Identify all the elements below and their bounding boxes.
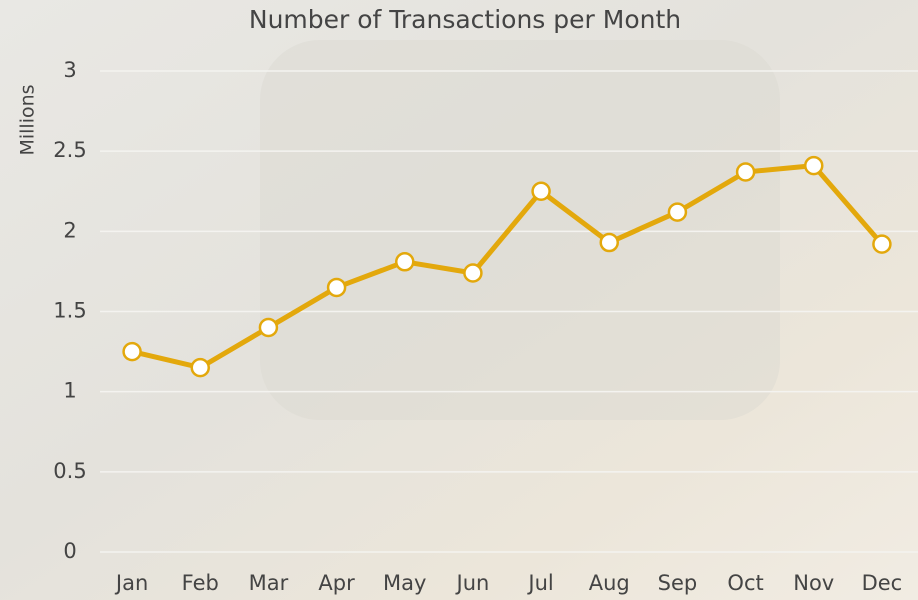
marker (531, 181, 551, 201)
y-tick-label: 1 (63, 379, 76, 403)
marker (122, 341, 142, 362)
x-tick-label: Dec (862, 571, 903, 595)
x-tick-label: Nov (793, 571, 834, 595)
y-tick-label: 2 (63, 218, 76, 242)
x-tick-label: Sep (658, 571, 698, 595)
x-tick-label: Mar (249, 571, 289, 595)
marker (804, 155, 824, 176)
x-tick-label: Jun (455, 571, 490, 595)
x-tick-label: Apr (318, 571, 355, 595)
y-tick-label: 3 (63, 58, 76, 82)
marker (463, 263, 483, 283)
marker (599, 232, 619, 253)
x-tick-label: Jan (114, 571, 148, 595)
x-tick-label: Jul (526, 571, 553, 595)
line (131, 163, 884, 371)
background-blur (260, 40, 780, 420)
marker (667, 202, 688, 222)
x-tick-label: Oct (727, 571, 763, 595)
y-tick-label: 2.5 (53, 138, 86, 162)
marker (395, 252, 415, 272)
marker (872, 234, 892, 254)
chart-title: Number of Transactions per Month (249, 5, 681, 34)
marker (190, 357, 210, 378)
marker (326, 277, 347, 298)
x-tick-label: Feb (182, 571, 219, 595)
y-tick-label: 1.5 (53, 299, 86, 323)
x-tick-label: Aug (589, 571, 630, 595)
y-axis-label: Millions (17, 84, 39, 155)
x-tick-label: May (383, 571, 426, 595)
marker (735, 162, 756, 182)
y-tick-label: 0 (63, 539, 76, 563)
marker (258, 317, 279, 338)
y-tick-label: 0.5 (53, 459, 86, 483)
